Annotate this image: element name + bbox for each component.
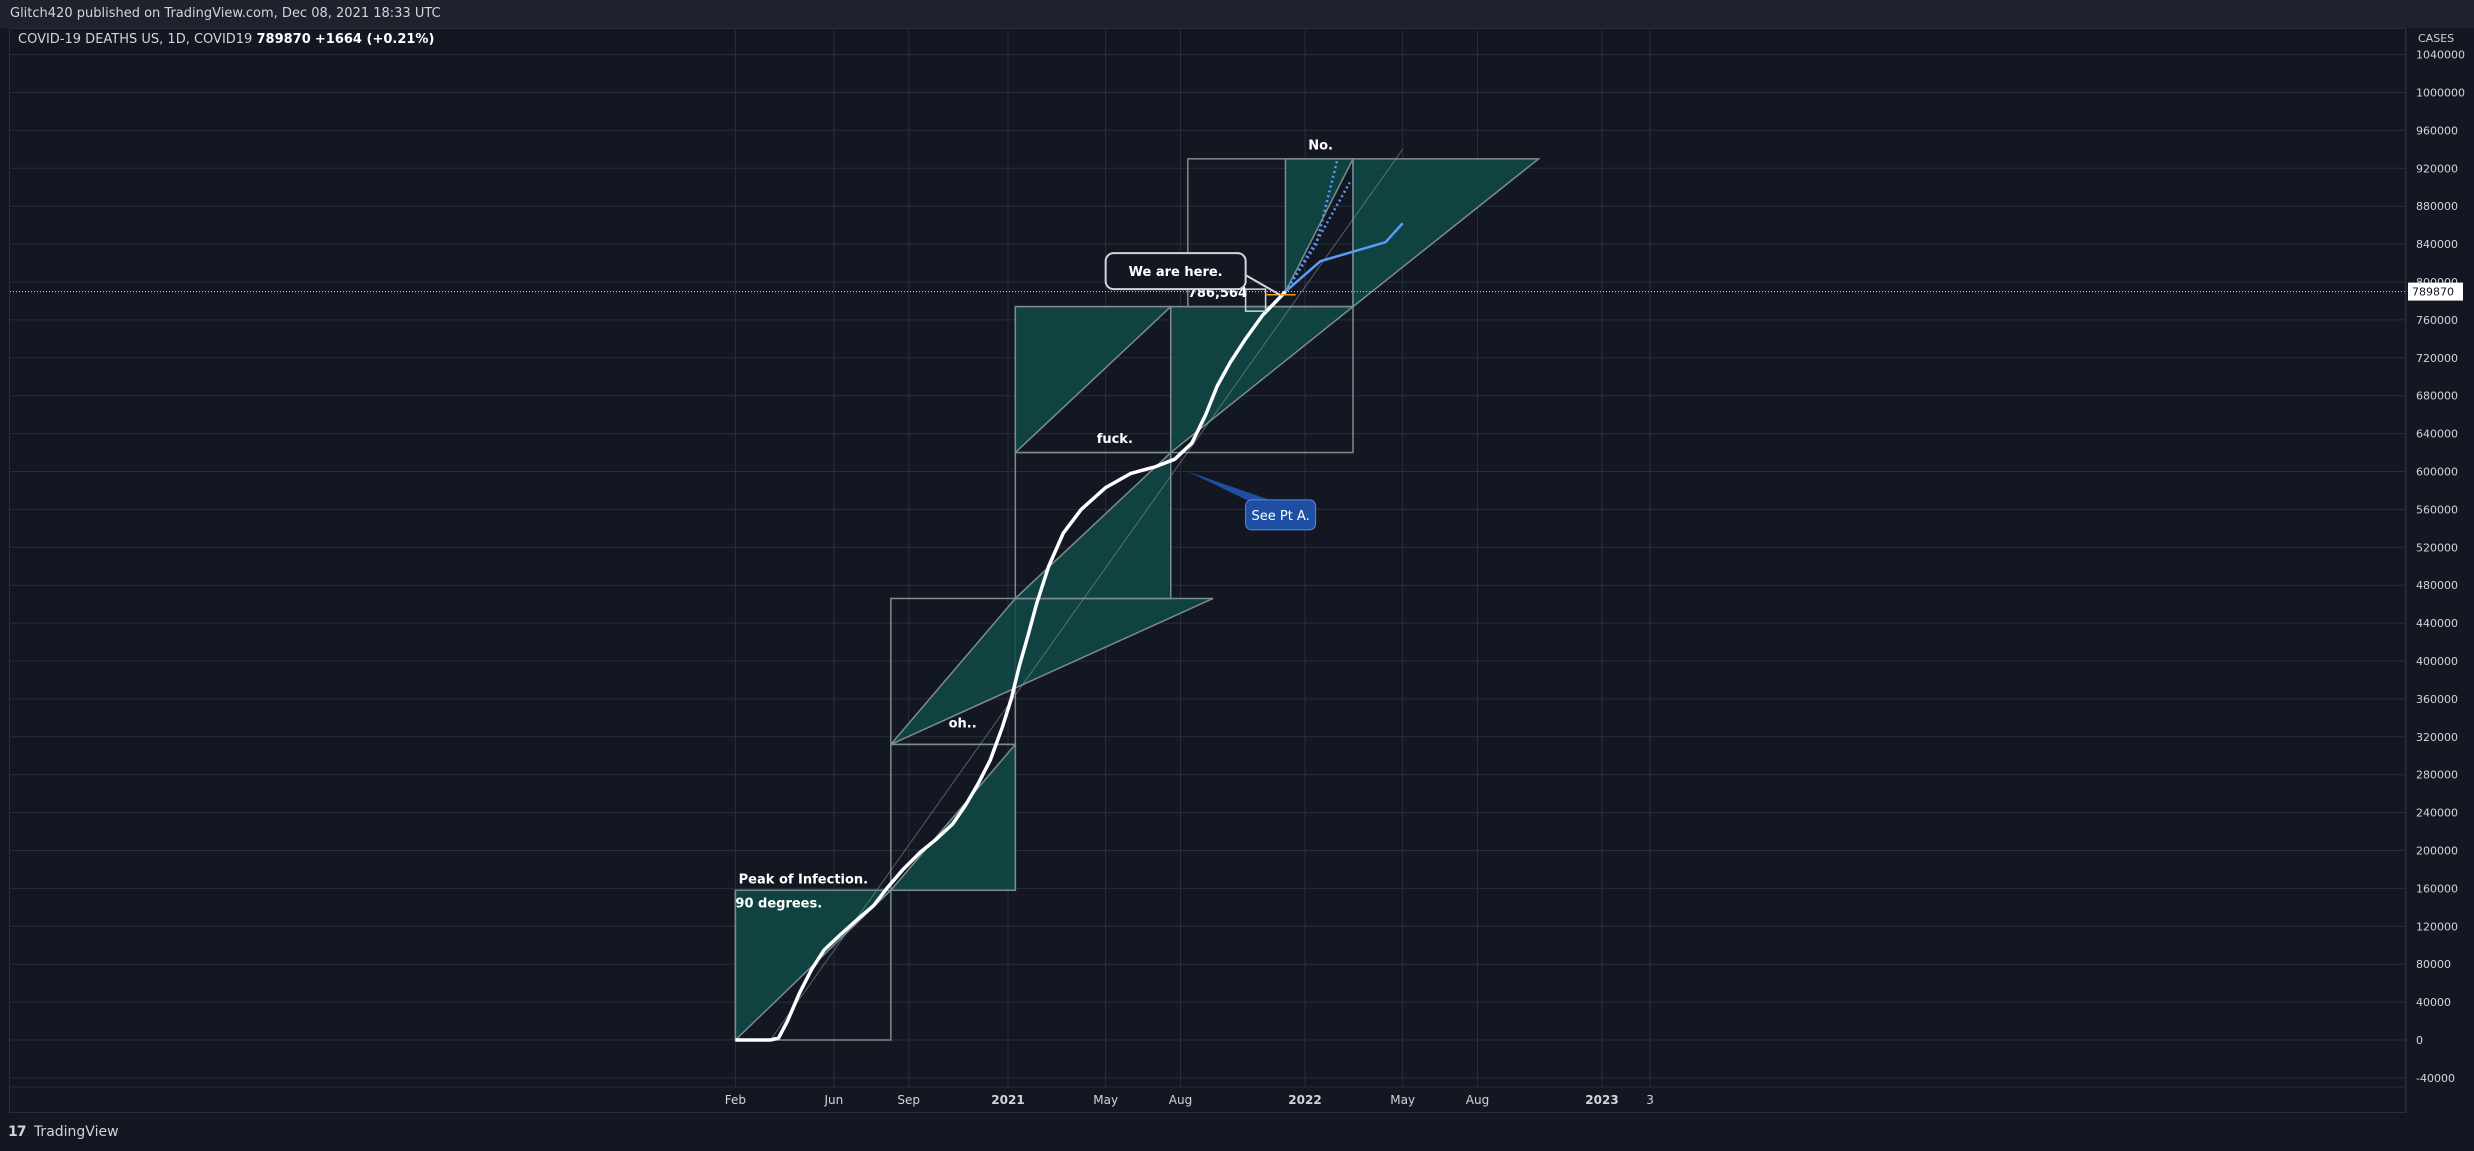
tradingview-logo-icon: 17 bbox=[8, 1124, 27, 1140]
y-tick-label: 800000 bbox=[2416, 276, 2458, 289]
y-tick-label: 720000 bbox=[2416, 352, 2458, 365]
current-value-badge bbox=[2408, 282, 2463, 301]
chart-frame bbox=[9, 28, 2406, 1113]
y-tick-label: 40000 bbox=[2416, 996, 2451, 1009]
y-tick-label: 120000 bbox=[2416, 920, 2458, 933]
y-tick-label: 160000 bbox=[2416, 882, 2458, 895]
y-tick-label: 840000 bbox=[2416, 238, 2458, 251]
y-tick-label: 920000 bbox=[2416, 162, 2458, 175]
y-tick-label: 1040000 bbox=[2416, 49, 2465, 62]
current-value-label: 789870 bbox=[2412, 286, 2454, 299]
symbol-name[interactable]: COVID-19 DEATHS US, 1D, COVID19 bbox=[18, 32, 253, 47]
price-axis[interactable] bbox=[2406, 28, 2474, 1113]
y-tick-label: -40000 bbox=[2416, 1072, 2455, 1085]
brand-name: TradingView bbox=[33, 1124, 119, 1140]
y-tick-label: 240000 bbox=[2416, 807, 2458, 820]
y-tick-label: 560000 bbox=[2416, 503, 2458, 516]
y-tick-label: 520000 bbox=[2416, 541, 2458, 554]
y-tick-label: 600000 bbox=[2416, 466, 2458, 479]
y-tick-label: 1000000 bbox=[2416, 87, 2465, 100]
y-tick-label: 280000 bbox=[2416, 769, 2458, 782]
y-tick-label: 0 bbox=[2416, 1034, 2423, 1047]
y-tick-label: 360000 bbox=[2416, 693, 2458, 706]
y-tick-label: 680000 bbox=[2416, 390, 2458, 403]
y-tick-label: 440000 bbox=[2416, 617, 2458, 630]
y-tick-label: 400000 bbox=[2416, 655, 2458, 668]
change-value: +1664 (+0.21%) bbox=[314, 32, 435, 47]
y-tick-label: 880000 bbox=[2416, 200, 2458, 213]
publish-info: Glitch420 published on TradingView.com, … bbox=[10, 6, 441, 21]
y-tick-label: 760000 bbox=[2416, 314, 2458, 327]
publish-bar: Glitch420 published on TradingView.com, … bbox=[0, 0, 2474, 28]
brand-footer[interactable]: 17 TradingView bbox=[8, 1124, 119, 1140]
y-tick-label: 640000 bbox=[2416, 428, 2458, 441]
y-tick-label: 480000 bbox=[2416, 579, 2458, 592]
chart-legend[interactable]: COVID-19 DEATHS US, 1D, COVID19 789870 +… bbox=[18, 32, 434, 47]
y-tick-label: 320000 bbox=[2416, 731, 2458, 744]
y-tick-label: 960000 bbox=[2416, 124, 2458, 137]
y-tick-label: 80000 bbox=[2416, 958, 2451, 971]
y-tick-label: 200000 bbox=[2416, 845, 2458, 858]
y-axis-title: CASES bbox=[2418, 32, 2454, 45]
last-value: 789870 bbox=[256, 32, 311, 47]
